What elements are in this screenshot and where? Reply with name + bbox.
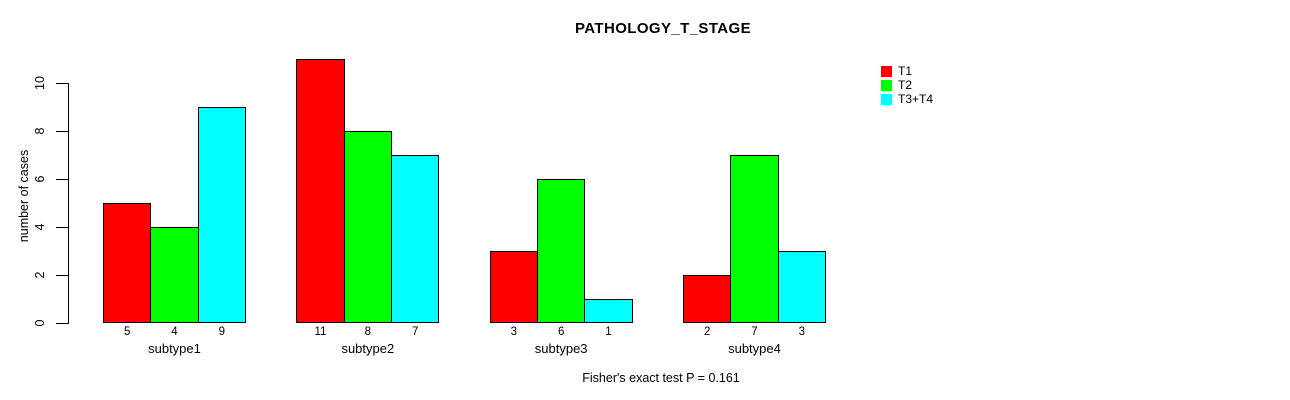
bar-value-label: 8 bbox=[364, 326, 372, 338]
category-label: subtype2 bbox=[341, 341, 395, 356]
legend-item-t2: T2 bbox=[881, 78, 933, 92]
y-tick bbox=[56, 131, 68, 132]
legend-item-t3-t4: T3+T4 bbox=[881, 92, 933, 106]
y-tick-label: 2 bbox=[33, 271, 47, 279]
annotation-text: Fisher's exact test P = 0.161 bbox=[582, 371, 740, 385]
y-tick-label: 4 bbox=[33, 223, 47, 231]
bar-value-label: 7 bbox=[411, 326, 419, 338]
y-tick-label: 6 bbox=[33, 175, 47, 183]
bar-t3-t4-subtype1 bbox=[197, 107, 246, 323]
bar-value-label: 9 bbox=[218, 326, 226, 338]
bar-value-label: 4 bbox=[171, 326, 178, 338]
bar-t3-t4-subtype2 bbox=[390, 155, 440, 323]
legend-item-t1: T1 bbox=[881, 64, 933, 78]
y-axis-line bbox=[68, 83, 69, 324]
category-label: subtype1 bbox=[148, 341, 201, 356]
bar-value-label: 5 bbox=[123, 326, 131, 338]
bar-value-label: 11 bbox=[314, 326, 327, 338]
y-tick bbox=[56, 323, 68, 324]
category-label: subtype3 bbox=[534, 341, 588, 356]
legend: T1 T2 T3+T4 bbox=[881, 64, 933, 106]
bar-value-label: 1 bbox=[605, 326, 612, 338]
bar-t1-subtype4 bbox=[682, 275, 732, 323]
y-tick bbox=[56, 179, 68, 180]
bar-t1-subtype2 bbox=[296, 59, 345, 323]
bar-t2-subtype1 bbox=[150, 227, 199, 323]
legend-label: T1 bbox=[898, 64, 913, 78]
bar-value-label: 7 bbox=[751, 326, 758, 338]
legend-label: T3+T4 bbox=[898, 92, 934, 106]
bar-t2-subtype4 bbox=[730, 155, 779, 323]
bar-t2-subtype3 bbox=[536, 179, 586, 323]
bar-value-label: 3 bbox=[798, 326, 805, 338]
legend-swatch-t3-t4 bbox=[881, 93, 892, 105]
bar-t3-t4-subtype4 bbox=[777, 251, 826, 323]
category-label: subtype4 bbox=[728, 341, 781, 356]
y-tick bbox=[56, 227, 68, 228]
bar-value-label: 6 bbox=[557, 326, 565, 338]
y-tick-label: 10 bbox=[33, 76, 47, 90]
legend-swatch-t2 bbox=[881, 79, 892, 91]
legend-swatch-t1 bbox=[881, 65, 892, 77]
bar-t2-subtype2 bbox=[343, 131, 392, 323]
bar-t3-t4-subtype3 bbox=[584, 299, 633, 323]
bar-value-label: 3 bbox=[510, 326, 518, 338]
y-tick-label: 8 bbox=[33, 127, 47, 135]
y-tick-label: 0 bbox=[33, 319, 47, 327]
y-tick bbox=[56, 83, 68, 84]
y-tick bbox=[56, 275, 68, 276]
bar-value-label: 2 bbox=[703, 326, 711, 338]
bar-t1-subtype1 bbox=[103, 203, 152, 323]
chart-title: PATHOLOGY_T_STAGE bbox=[575, 20, 751, 37]
legend-label: T2 bbox=[898, 78, 913, 92]
bar-t1-subtype3 bbox=[489, 251, 538, 323]
